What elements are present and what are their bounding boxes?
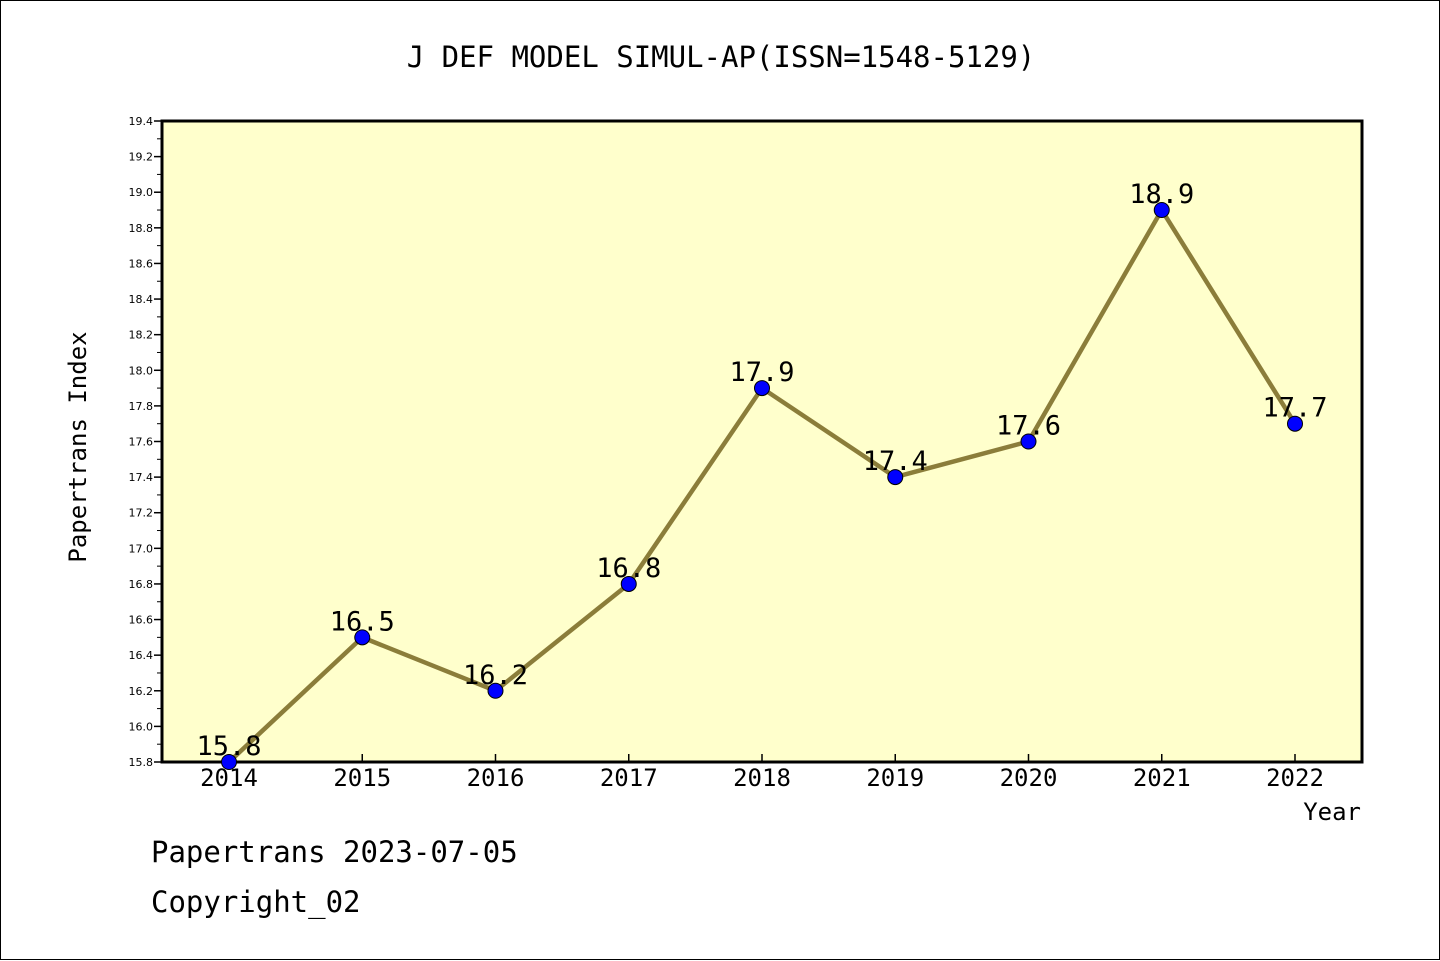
data-labels: 15.8 16.5 16.2 16.8 17.9 17.4 17.6 18.9 17.7 [196,179,1327,762]
y-tick-label: 15.8 [129,756,154,769]
y-tick-label: 19.0 [129,186,154,199]
data-label-2017: 16.8 [596,553,661,584]
y-tick-label: 16.6 [129,614,154,627]
data-point-2016 [487,682,504,699]
x-tick-label: 2016 [467,764,525,792]
data-point-2017 [620,575,637,592]
data-label-2015: 16.5 [330,606,395,637]
data-point-2020 [1020,433,1037,450]
data-label-2020: 17.6 [996,411,1061,442]
data-point-2014 [221,754,237,770]
y-tick-label: 17.2 [129,507,154,520]
y-tick-label: 17.6 [129,436,154,449]
y-tick-label: 18.4 [129,293,154,306]
y-tick-label: 18.2 [129,329,154,342]
y-tick-label: 18.6 [129,257,154,270]
y-tick-label: 16.4 [129,649,154,662]
x-tick-label: 2018 [733,764,791,792]
data-point-2018 [754,380,770,397]
y-axis-label: Papertrans Index [64,331,92,562]
plot-area [160,119,1364,764]
data-label-2022: 17.7 [1262,393,1327,424]
chart-title: J DEF MODEL SIMUL-AP(ISSN=1548-5129) [407,40,1036,74]
x-tick-label: 2022 [1266,764,1324,792]
footer-date: Papertrans 2023-07-05 [151,835,518,869]
y-axis: 15.8 16.0 16.2 16.4 16.6 16.8 17.0 17.2 17.4 17.6… [129,115,162,769]
data-markers [221,202,1303,770]
data-point-2022 [1287,415,1303,432]
y-tick-label: 17.8 [129,400,154,413]
data-label-2014: 15.8 [196,731,261,762]
data-point-2015 [354,629,371,646]
data-point-2019 [887,469,904,486]
y-tick-label: 16.8 [129,578,154,591]
x-tick-label: 2019 [866,764,924,792]
x-tick-label: 2021 [1133,764,1191,792]
data-label-2016: 16.2 [463,660,528,691]
data-point-2021 [1153,202,1170,219]
data-label-2018: 17.9 [729,357,794,388]
x-tick-label: 2017 [600,764,658,792]
y-tick-label: 19.2 [129,151,154,164]
y-tick-label: 16.2 [129,685,154,698]
data-label-2019: 17.4 [863,446,928,477]
y-tick-label: 16.0 [129,720,154,733]
footer-copyright: Copyright_02 [151,885,361,919]
y-tick-label: 17.0 [129,542,154,555]
x-tick-label: 2015 [333,764,391,792]
y-tick-label: 18.8 [129,222,154,235]
x-tick-label: 2020 [1000,764,1058,792]
y-tick-label: 18.0 [129,364,154,377]
x-axis: 2014 2015 2016 2017 2018 2019 2020 2021 2022 [200,754,1324,792]
data-label-2021: 18.9 [1129,179,1194,210]
y-tick-label: 17.4 [129,471,154,484]
y-tick-label: 19.4 [129,115,154,128]
x-axis-label: Year [1303,798,1361,826]
